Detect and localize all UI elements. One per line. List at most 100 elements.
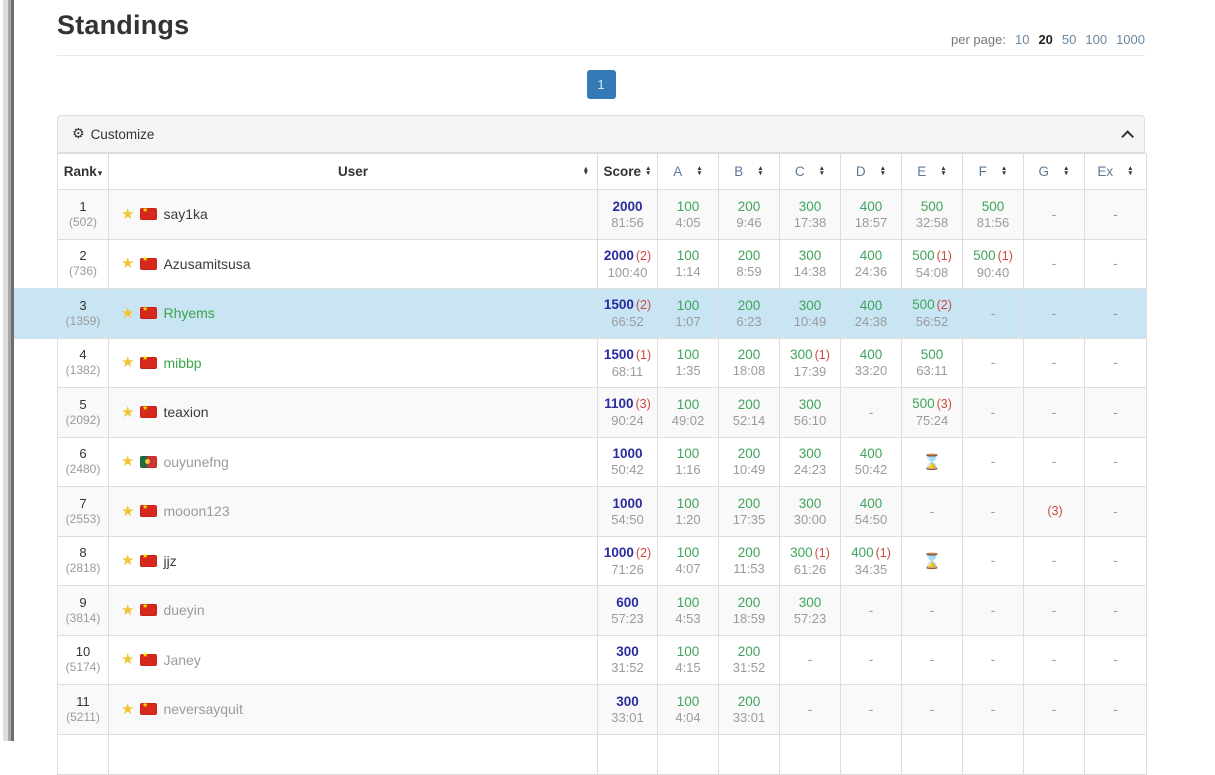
cell-points[interactable]: 300 (790, 544, 813, 560)
cell-points[interactable]: 300 (798, 248, 822, 264)
cell-points[interactable]: 100 (676, 545, 700, 561)
cell-points[interactable]: 400 (859, 198, 883, 214)
cell-points[interactable]: 100 (676, 644, 700, 660)
score-value[interactable]: 300 (616, 644, 639, 660)
cell-points[interactable]: 200 (737, 198, 761, 214)
header-problem-G[interactable]: G ▲ ▼ (1023, 153, 1085, 190)
sort-icon[interactable]: ▲ ▼ (818, 165, 826, 177)
cell-points[interactable]: 500 (920, 198, 944, 214)
cell-points[interactable]: 100 (676, 248, 700, 264)
user-link[interactable]: jjz (163, 552, 177, 569)
cell-points[interactable]: 100 (676, 495, 700, 511)
sort-icon[interactable]: ▲ ▼ (879, 165, 887, 177)
score-value[interactable]: 1100 (604, 396, 634, 412)
cell-points[interactable]: 500 (912, 297, 935, 313)
sort-icon[interactable]: ▲ ▼ (1000, 165, 1008, 177)
cell-points[interactable]: 100 (676, 693, 700, 709)
cell-points[interactable]: 300 (798, 495, 822, 511)
user-link[interactable]: dueyin (163, 602, 205, 619)
cell-points[interactable]: 100 (676, 594, 700, 610)
user-link[interactable]: mibbp (163, 354, 202, 371)
score-value[interactable]: 1000 (612, 446, 643, 462)
cell-points[interactable]: 300 (798, 396, 822, 412)
user-link[interactable]: Janey (163, 651, 201, 668)
header-problem-F[interactable]: F ▲ ▼ (962, 153, 1024, 190)
header-problem-A[interactable]: A ▲ ▼ (657, 153, 719, 190)
page-button-1[interactable]: 1 (586, 70, 616, 99)
cell-points[interactable]: 100 (676, 446, 700, 462)
header-problem-D[interactable]: D ▲ ▼ (840, 153, 902, 190)
cell-points[interactable]: 300 (798, 446, 822, 462)
problem-cell: - (1023, 436, 1085, 487)
cell-points[interactable]: 200 (737, 495, 761, 511)
user-link[interactable]: say1ka (163, 206, 208, 223)
cell-points[interactable]: 500 (981, 198, 1005, 214)
per-page-option-1000[interactable]: 1000 (1116, 32, 1145, 47)
score-value[interactable]: 300 (616, 693, 639, 709)
sort-icon[interactable]: ▲ ▼ (1127, 165, 1134, 177)
cell-points[interactable]: 400 (859, 347, 883, 363)
per-page-option-20[interactable]: 20 (1038, 32, 1053, 47)
user-link[interactable]: teaxion (163, 404, 209, 421)
cell-points[interactable]: 300 (798, 297, 822, 313)
per-page-option-100[interactable]: 100 (1085, 32, 1108, 47)
user-link[interactable]: Rhyems (163, 305, 215, 322)
cell-points[interactable]: 400 (859, 495, 883, 511)
score-time: 33:01 (611, 709, 644, 725)
cell-points[interactable]: 200 (737, 446, 761, 462)
user-link[interactable]: Azusamitsusa (163, 255, 251, 272)
cell-points[interactable]: 100 (676, 198, 700, 214)
sort-icon[interactable]: ▲ ▼ (1063, 165, 1070, 177)
cell-points[interactable]: 200 (737, 248, 761, 264)
sort-icon[interactable]: ▲ ▼ (696, 165, 703, 177)
cell-points[interactable]: 500 (920, 347, 944, 363)
score-value[interactable]: 1000 (612, 495, 643, 511)
header-problem-Ex[interactable]: Ex ▲ ▼ (1084, 153, 1147, 190)
cell-points[interactable]: 300 (790, 346, 813, 362)
cell-points[interactable]: 100 (676, 396, 700, 412)
header-rank[interactable]: Rank▾ (57, 153, 109, 190)
cell-points[interactable]: 300 (798, 594, 822, 610)
score-value[interactable]: 1500 (603, 297, 634, 313)
header-user[interactable]: User ▲ ▼ (108, 153, 598, 190)
header-problem-B[interactable]: B ▲ ▼ (718, 153, 780, 190)
cell-points[interactable]: 400 (859, 446, 883, 462)
per-page-option-10[interactable]: 10 (1014, 32, 1030, 47)
cell-points[interactable]: 400 (851, 544, 874, 560)
cell-points[interactable]: 100 (676, 347, 700, 363)
user-link[interactable]: neversayquit (163, 701, 243, 718)
cell-points[interactable]: 500 (973, 247, 996, 263)
per-page-option-50[interactable]: 50 (1061, 32, 1077, 47)
user-link[interactable]: ouyunefng (163, 453, 229, 470)
header-problem-C[interactable]: C ▲ ▼ (779, 153, 841, 190)
header-score[interactable]: Score ▲ ▼ (597, 153, 658, 190)
cell-points[interactable]: 200 (737, 396, 761, 412)
sort-icon[interactable]: ▲ ▼ (940, 165, 947, 177)
score-value[interactable]: 1000 (603, 544, 634, 560)
score-value[interactable]: 2000 (612, 198, 643, 214)
cell-points[interactable]: 500 (912, 247, 935, 263)
sort-icon[interactable]: ▲ ▼ (582, 165, 589, 177)
cell-points[interactable]: 300 (798, 198, 822, 214)
cell-points[interactable]: 500 (912, 396, 935, 412)
score-value[interactable]: 600 (616, 594, 639, 610)
cell-points[interactable]: 100 (676, 297, 700, 313)
cell-points[interactable]: 200 (737, 644, 761, 660)
sort-icon[interactable]: ▲ ▼ (757, 165, 764, 177)
cell-points[interactable]: 200 (737, 297, 761, 313)
sort-icon[interactable]: ▲ ▼ (645, 165, 652, 177)
user-link[interactable]: mooon123 (163, 503, 230, 520)
flag-icon-cn (140, 206, 158, 221)
cell-points[interactable]: 200 (737, 545, 761, 561)
customize-toggle[interactable]: ⚙ Customize (57, 115, 1145, 153)
score-value[interactable]: 2000 (603, 247, 634, 263)
cell-points[interactable]: 200 (737, 594, 761, 610)
chevron-up-icon[interactable] (1121, 129, 1134, 143)
cell-points[interactable]: 400 (859, 297, 883, 313)
cell-points[interactable]: 400 (859, 248, 883, 264)
score-value[interactable]: 1500 (603, 346, 634, 362)
cell-points[interactable]: 200 (737, 347, 761, 363)
user-cell: ★ neversayquit (108, 684, 598, 735)
header-problem-E[interactable]: E ▲ ▼ (901, 153, 963, 190)
cell-points[interactable]: 200 (737, 693, 761, 709)
